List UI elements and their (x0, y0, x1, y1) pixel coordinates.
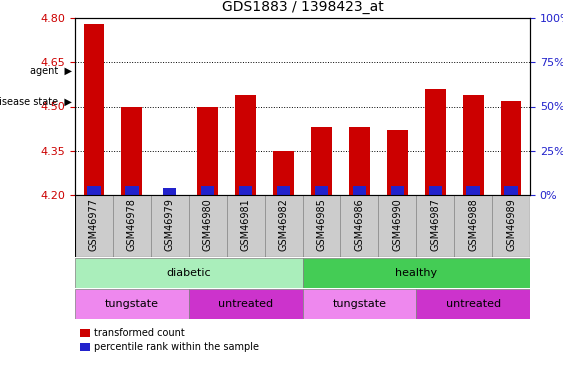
Bar (467, 186, 480, 195)
Bar (315, 186, 328, 195)
Bar (349, 127, 370, 195)
Bar (163, 188, 176, 195)
Bar (416, 289, 530, 319)
Bar (277, 186, 290, 195)
Bar (387, 130, 408, 195)
Text: tungstate: tungstate (332, 299, 386, 309)
Text: agent  ▶: agent ▶ (30, 66, 72, 76)
Bar (302, 258, 530, 288)
Text: GSM46989: GSM46989 (506, 198, 516, 251)
Bar (113, 195, 151, 257)
Bar (239, 186, 252, 195)
Bar (501, 100, 521, 195)
Text: GSM46990: GSM46990 (392, 198, 403, 251)
Text: GSM46977: GSM46977 (89, 198, 99, 251)
Text: GSM46987: GSM46987 (430, 198, 440, 251)
Bar (201, 186, 215, 195)
Bar (391, 186, 404, 195)
Bar (75, 258, 302, 288)
Bar (151, 195, 189, 257)
Bar (341, 195, 378, 257)
Text: GSM46979: GSM46979 (165, 198, 175, 251)
Bar (311, 127, 332, 195)
Text: percentile rank within the sample: percentile rank within the sample (94, 342, 259, 352)
Bar (302, 195, 341, 257)
Bar (378, 195, 416, 257)
Bar (75, 289, 189, 319)
Bar (189, 195, 227, 257)
Text: transformed count: transformed count (94, 328, 185, 338)
Title: GDS1883 / 1398423_at: GDS1883 / 1398423_at (222, 0, 383, 14)
Bar (353, 186, 366, 195)
Text: untreated: untreated (445, 299, 501, 309)
Text: GSM46985: GSM46985 (316, 198, 327, 251)
Text: disease state  ▶: disease state ▶ (0, 97, 72, 107)
Text: GSM46988: GSM46988 (468, 198, 478, 251)
Text: GSM46986: GSM46986 (354, 198, 364, 251)
Bar (265, 195, 302, 257)
Text: tungstate: tungstate (105, 299, 159, 309)
Bar (454, 195, 492, 257)
Bar (428, 186, 442, 195)
Bar (302, 289, 416, 319)
Text: GSM46981: GSM46981 (240, 198, 251, 251)
Bar (122, 106, 142, 195)
Bar (125, 186, 138, 195)
Bar (425, 89, 446, 195)
Text: healthy: healthy (395, 268, 437, 278)
Bar (83, 24, 104, 195)
Bar (197, 106, 218, 195)
Bar (227, 195, 265, 257)
Text: GSM46978: GSM46978 (127, 198, 137, 251)
Bar (416, 195, 454, 257)
Bar (87, 186, 101, 195)
Text: GSM46980: GSM46980 (203, 198, 213, 251)
Bar (75, 195, 113, 257)
Bar (504, 186, 517, 195)
Text: GSM46982: GSM46982 (279, 198, 289, 251)
Text: untreated: untreated (218, 299, 273, 309)
Bar (463, 95, 484, 195)
Bar (235, 95, 256, 195)
Bar (273, 151, 294, 195)
Bar (492, 195, 530, 257)
Text: diabetic: diabetic (167, 268, 211, 278)
Bar (189, 289, 302, 319)
